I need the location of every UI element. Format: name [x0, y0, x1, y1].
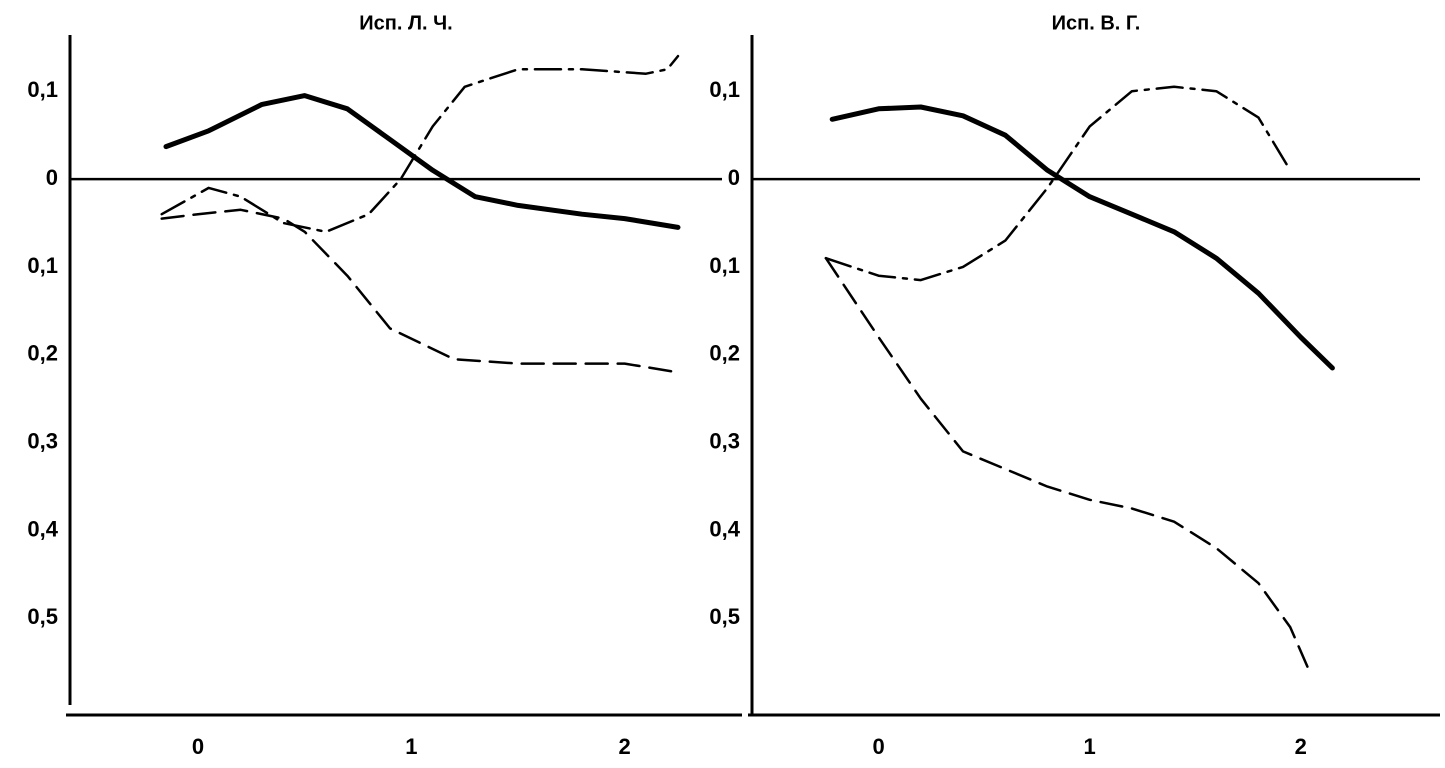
y-tick-label: 0,5 — [27, 604, 58, 629]
y-tick-label: 0 — [46, 165, 58, 190]
line-series — [160, 208, 680, 374]
chart-title: Исп. Л. Ч. — [359, 12, 452, 34]
chart-title: Исп. В. Г. — [1052, 12, 1141, 34]
x-tick-label: 2 — [619, 734, 631, 759]
x-tick-label: 1 — [1084, 734, 1096, 759]
y-tick-label: 0 — [728, 165, 740, 190]
line-series — [824, 85, 1292, 282]
line-series — [829, 104, 1335, 371]
line-series — [163, 93, 681, 230]
y-tick-label: 0,1 — [709, 253, 740, 278]
y-tick-label: 0,1 — [27, 253, 58, 278]
y-tick-label: 0,1 — [27, 77, 58, 102]
x-tick-label: 0 — [192, 734, 204, 759]
y-tick-label: 0,4 — [27, 516, 58, 541]
y-tick-label: 0,2 — [27, 341, 58, 366]
y-tick-label: 0,1 — [709, 77, 740, 102]
y-tick-label: 0,3 — [27, 428, 58, 453]
y-tick-label: 0,5 — [709, 604, 740, 629]
y-tick-label: 0,3 — [709, 428, 740, 453]
line-series — [824, 256, 1313, 677]
x-tick-label: 1 — [405, 734, 417, 759]
x-tick-label: 2 — [1295, 734, 1307, 759]
y-tick-label: 0,2 — [709, 341, 740, 366]
x-tick-label: 0 — [873, 734, 885, 759]
y-tick-label: 0,4 — [709, 516, 740, 541]
line-series — [160, 54, 680, 234]
